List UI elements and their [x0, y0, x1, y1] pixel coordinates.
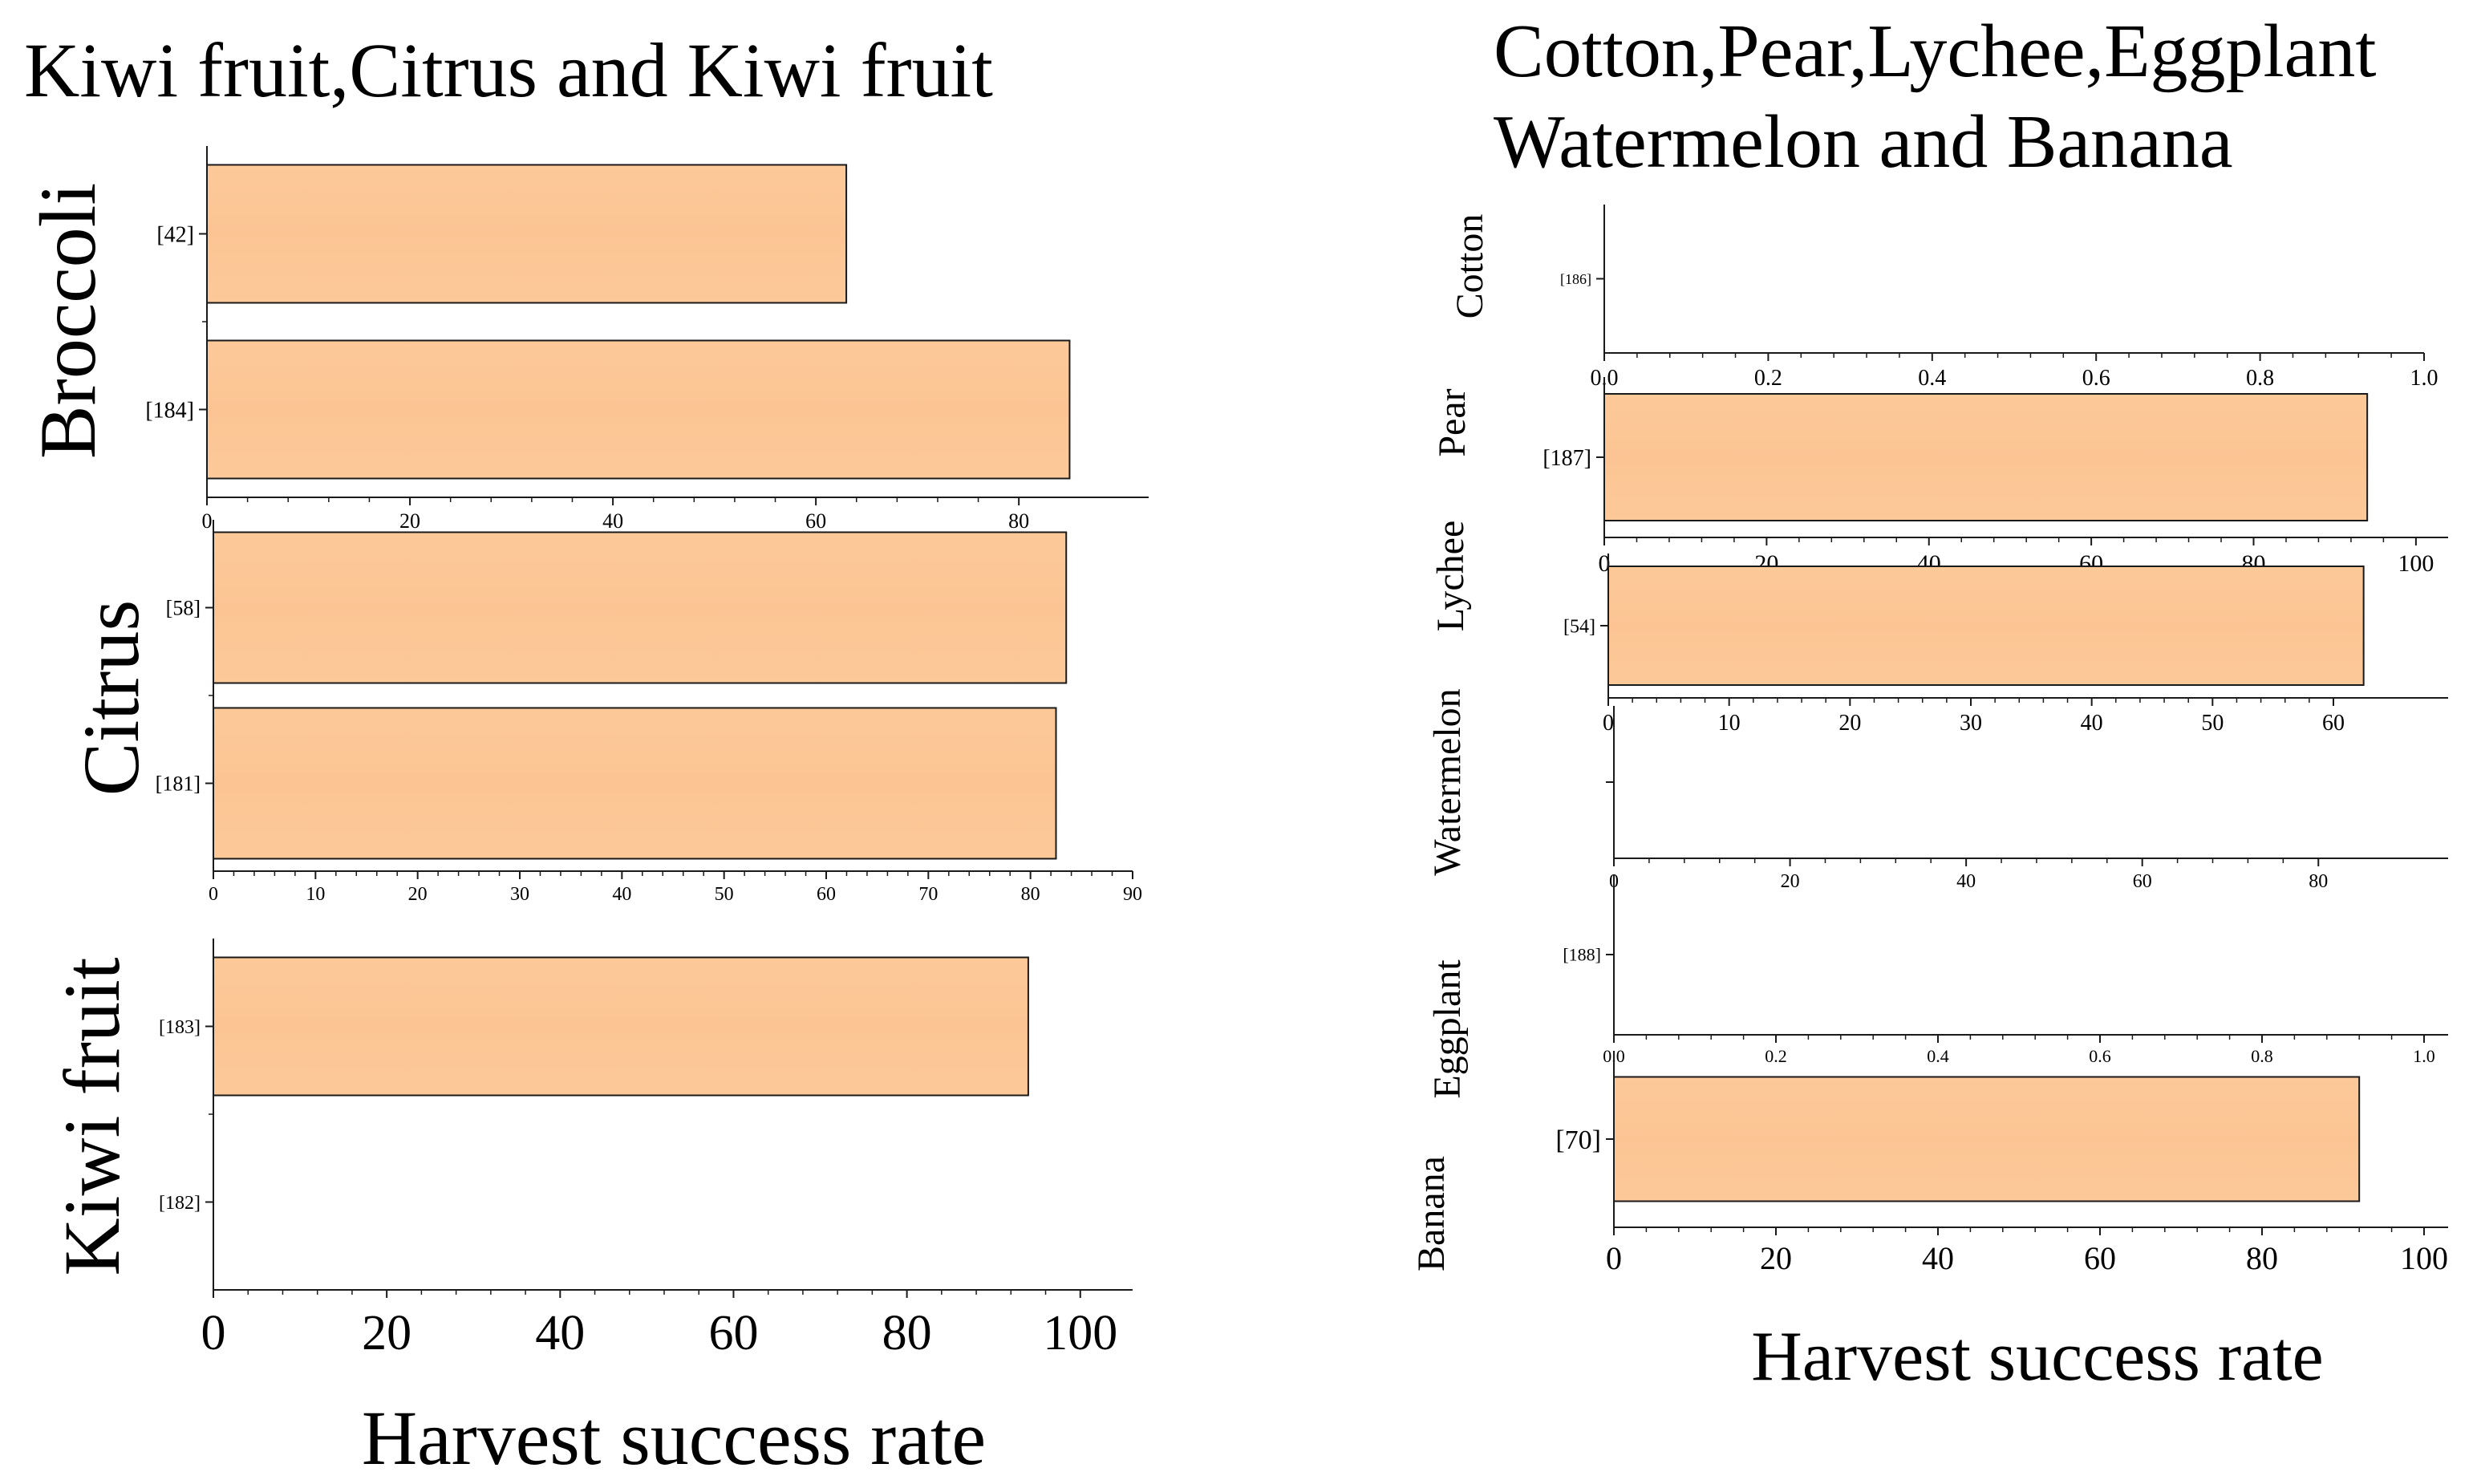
left-group-label-kiwi-fruit: Kiwi fruit	[47, 957, 136, 1275]
c0-citrus-x-tick-label: 10	[306, 884, 325, 905]
c0-citrus-x-tick-label: 20	[408, 884, 428, 905]
c0-kiwi-fruit-bar	[213, 956, 1029, 1097]
c1-pear-x-tick-label: 0	[1599, 550, 1611, 577]
c1-lychee-x-tick-label: 10	[1718, 711, 1741, 736]
c0-citrus-bar	[213, 531, 1068, 684]
c1-eggplant-x-tick-label: 0.2	[1765, 1046, 1787, 1066]
right-chart-title-line-1: Cotton,Pear,Lychee,Eggplant	[1494, 10, 2376, 93]
c1-cotton-x-tick-label: 0.2	[1754, 366, 1782, 391]
c1-banana-x-tick-label: 20	[1760, 1240, 1792, 1276]
right-group-label-cotton: Cotton	[1449, 214, 1491, 319]
right-x-axis-label: Harvest success rate	[1751, 1318, 2323, 1396]
left-group-label-citrus: Citrus	[67, 600, 156, 796]
c0-citrus-category-label: [181]	[156, 772, 201, 796]
c0-broccoli-x-tick-label: 20	[399, 509, 420, 533]
c1-banana-x-tick-label: 100	[2400, 1240, 2448, 1276]
left-group-label-broccoli: Broccoli	[23, 183, 112, 459]
c1-eggplant-x-tick-label: 0.4	[1927, 1046, 1949, 1066]
c1-watermelon-x-tick-label: 60	[2133, 871, 2152, 892]
c1-pear-category-label: [187]	[1543, 446, 1591, 471]
right-group-label-watermelon: Watermelon	[1426, 688, 1469, 875]
c1-banana-x-tick-label: 0	[1606, 1240, 1622, 1276]
c0-citrus-x-tick-label: 60	[817, 884, 836, 905]
c1-banana-category-label: [70]	[1555, 1125, 1601, 1155]
c0-citrus-x-tick-label: 50	[715, 884, 734, 905]
right-group-label-banana: Banana	[1410, 1156, 1453, 1271]
c1-lychee-x-tick-label: 40	[2081, 711, 2103, 736]
c0-broccoli-bar	[206, 164, 848, 304]
c1-banana-bar	[1613, 1076, 2361, 1202]
c0-citrus-x-tick-label: 30	[510, 884, 529, 905]
c1-lychee-x-tick-label: 50	[2201, 711, 2224, 736]
c0-broccoli-category-label: [184]	[145, 398, 194, 423]
left-x-axis-label: Harvest success rate	[362, 1395, 986, 1481]
c0-citrus-category-label: [58]	[166, 597, 201, 620]
c0-broccoli-category-label: [42]	[156, 222, 194, 247]
c1-cotton-category-label: [186]	[1560, 271, 1591, 287]
c0-citrus-x-tick-label: 40	[612, 884, 631, 905]
c1-lychee-x-tick-label: 30	[1960, 711, 1982, 736]
c0-citrus-bar	[213, 707, 1057, 860]
c0-kiwi-fruit-x-tick-label: 20	[362, 1306, 411, 1360]
c1-eggplant-x-tick-label: 0.6	[2089, 1046, 2111, 1066]
c0-kiwi-fruit-x-tick-label: 60	[708, 1306, 758, 1360]
c1-cotton-x-tick-label: 1.0	[2410, 366, 2438, 391]
c0-citrus-x-tick-label: 80	[1021, 884, 1040, 905]
c0-kiwi-fruit-category-label: [182]	[159, 1193, 201, 1214]
c1-banana-x-tick-label: 40	[1922, 1240, 1954, 1276]
c0-broccoli-bar	[206, 339, 1071, 480]
c0-citrus-x-tick-label: 0	[209, 884, 218, 905]
c1-watermelon-x-tick-label: 80	[2309, 871, 2328, 892]
c1-eggplant-x-tick-label: 1.0	[2413, 1046, 2435, 1066]
chart-marks: 0 20 40 60 80 [42] [184] 0 10 20 30 40 50 60 70 80 90 [58…	[145, 146, 2448, 1360]
c1-pear-bar	[1603, 393, 2369, 521]
c0-citrus-x-tick-label: 70	[918, 884, 938, 905]
c1-banana-x-tick-label: 60	[2084, 1240, 2116, 1276]
c1-banana-x-tick-label: 80	[2246, 1240, 2278, 1276]
c1-cotton-x-tick-label: 0.8	[2246, 366, 2274, 391]
c0-broccoli-x-tick-label: 80	[1008, 509, 1029, 533]
c1-cotton-x-tick-label: 0.4	[1918, 366, 1946, 391]
right-group-label-eggplant: Eggplant	[1426, 959, 1469, 1099]
c0-kiwi-fruit-category-label: [183]	[159, 1017, 201, 1038]
right-chart-title: Cotton,Pear,Lychee,Eggplant Watermelon a…	[1494, 10, 2395, 184]
c0-broccoli-x-tick-label: 0	[202, 509, 213, 533]
left-chart-title: Kiwi fruit,Citrus and Kiwi fruit	[24, 27, 993, 113]
c0-citrus-x-tick-label: 90	[1123, 884, 1142, 905]
c1-lychee-bar	[1607, 566, 2365, 686]
c0-broccoli-x-tick-label: 60	[805, 509, 826, 533]
c1-lychee-category-label: [54]	[1563, 616, 1595, 637]
c1-pear-x-tick-label: 100	[2398, 550, 2434, 577]
c1-cotton-x-tick-label: 0.6	[2082, 366, 2110, 391]
c0-kiwi-fruit-x-tick-label: 0	[201, 1306, 226, 1360]
right-chart-title-line-2: Watermelon and Banana	[1494, 100, 2233, 184]
c0-kiwi-fruit-x-tick-label: 80	[882, 1306, 932, 1360]
c0-kiwi-fruit-x-tick-label: 100	[1043, 1306, 1117, 1360]
c1-watermelon-x-tick-label: 40	[1956, 871, 1976, 892]
right-group-label-lychee: Lychee	[1429, 521, 1472, 632]
c1-lychee-x-tick-label: 20	[1838, 711, 1861, 736]
c0-broccoli-x-tick-label: 40	[602, 509, 623, 533]
c0-kiwi-fruit-x-tick-label: 40	[535, 1306, 585, 1360]
c1-lychee-x-tick-label: 0	[1603, 711, 1614, 736]
c1-lychee-x-tick-label: 60	[2322, 711, 2345, 736]
right-group-label-pear: Pear	[1431, 388, 1474, 456]
c1-eggplant-category-label: [188]	[1563, 945, 1601, 965]
c1-watermelon-x-tick-label: 20	[1781, 871, 1800, 892]
c1-eggplant-x-tick-label: 0.8	[2251, 1046, 2273, 1066]
